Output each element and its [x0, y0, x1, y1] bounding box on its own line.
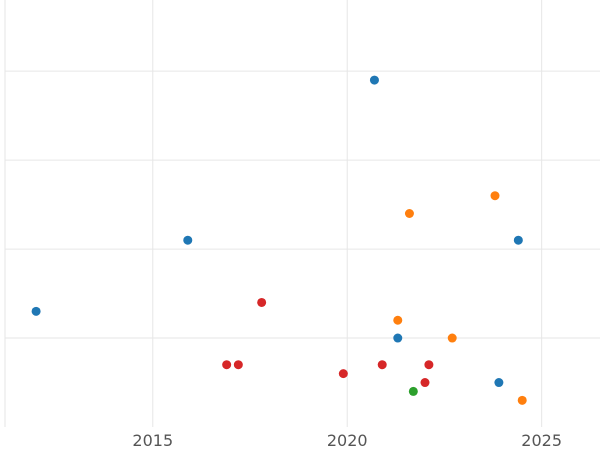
- data-point: [393, 315, 403, 325]
- data-point: [404, 209, 414, 218]
- data-point: [517, 395, 527, 405]
- data-point: [393, 333, 403, 343]
- data-point: [490, 191, 500, 201]
- data-point: [31, 306, 41, 316]
- data-point: [494, 378, 504, 388]
- x-tick-label: 2020: [327, 431, 368, 450]
- data-point: [408, 386, 418, 396]
- data-point: [424, 360, 434, 370]
- x-tick-label: 2025: [521, 431, 562, 450]
- data-point: [233, 360, 243, 370]
- data-point: [338, 369, 348, 379]
- x-tick-label: 2015: [132, 431, 173, 450]
- x-axis-ticks: 2015 2020 2025: [132, 431, 562, 450]
- grid: [4, 0, 600, 427]
- data-point: [447, 333, 457, 343]
- data-point: [222, 360, 232, 370]
- data-point: [257, 297, 267, 307]
- data-point: [377, 360, 387, 370]
- data-points: [31, 75, 527, 405]
- data-point: [420, 378, 430, 388]
- data-point: [513, 235, 523, 245]
- data-point: [183, 235, 193, 245]
- data-point: [369, 75, 379, 85]
